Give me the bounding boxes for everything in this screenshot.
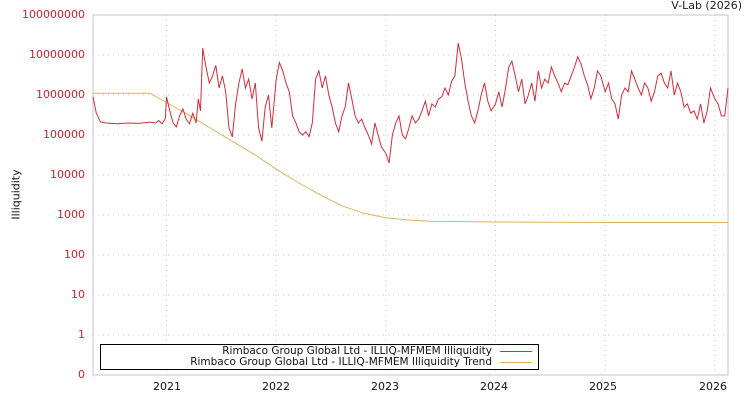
illiquidity-line [92, 42, 729, 164]
legend-label: Rimbaco Group Global Ltd - ILLIQ-MFMEM I… [190, 356, 492, 368]
x-tick: 2025 [589, 380, 617, 393]
y-tick: 10 [71, 288, 85, 301]
gridlines [93, 14, 728, 375]
x-tick: 2022 [262, 380, 290, 393]
legend-item-trend: Rimbaco Group Global Ltd - ILLIQ-MFMEM I… [190, 356, 532, 368]
y-tick: 10000 [50, 168, 85, 181]
legend-item-illiquidity: Rimbaco Group Global Ltd - ILLIQ-MFMEM I… [222, 345, 532, 357]
y-tick: 10000000 [29, 48, 85, 61]
y-tick: 1 [78, 328, 85, 341]
y-tick: 100000000 [22, 8, 85, 21]
legend-swatch-red [500, 350, 532, 352]
x-tick: 2026 [699, 380, 727, 393]
y-tick: 0 [78, 368, 85, 381]
legend-swatch-gold [500, 361, 532, 363]
chart-credit: V-Lab (2026) [671, 0, 742, 12]
x-tick: 2021 [153, 380, 181, 393]
x-tick: 2023 [371, 380, 399, 393]
trend-line [93, 92, 728, 223]
plot-area-border [92, 14, 729, 376]
y-tick: 1000 [57, 208, 85, 221]
y-tick: 100 [64, 248, 85, 261]
y-tick: 1000000 [36, 88, 85, 101]
y-axis-label: Illiquidity [9, 169, 23, 220]
x-tick: 2024 [480, 380, 508, 393]
chart-legend: Rimbaco Group Global Ltd - ILLIQ-MFMEM I… [100, 344, 539, 370]
legend-label: Rimbaco Group Global Ltd - ILLIQ-MFMEM I… [222, 345, 492, 357]
y-tick: 100000 [43, 128, 85, 141]
